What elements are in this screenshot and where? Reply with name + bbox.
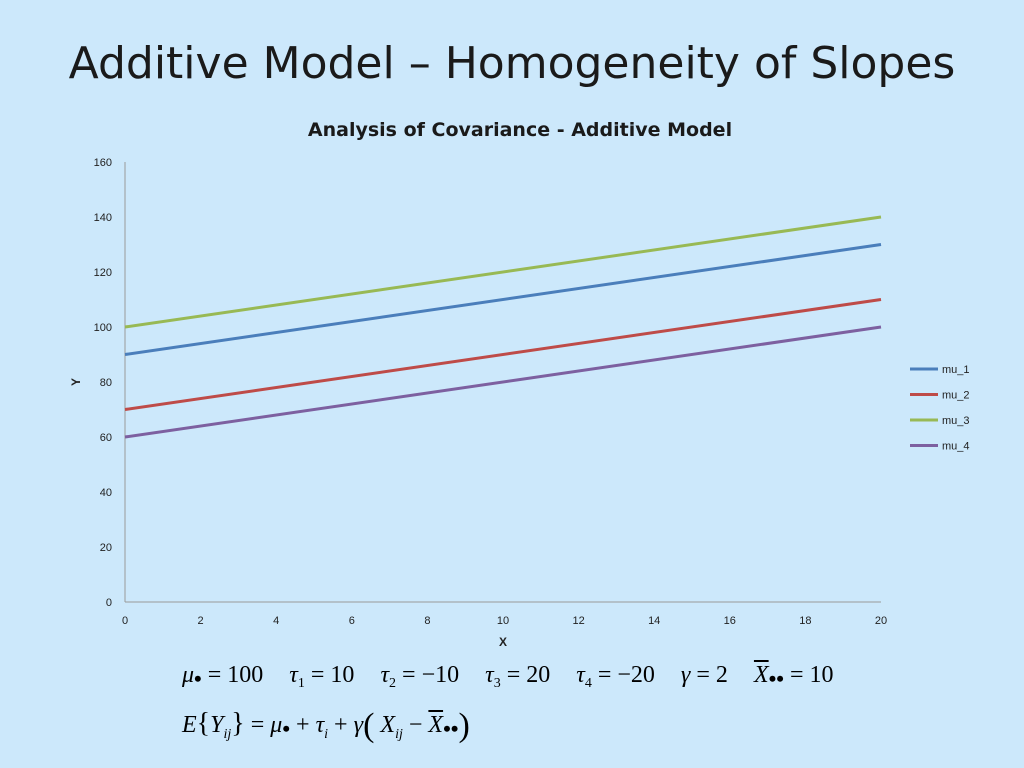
x-tick-label: 4 [273, 615, 279, 627]
y-tick-labels: 0 20 40 60 80 100 120 140 160 [94, 157, 112, 609]
response-sub: ij [223, 726, 232, 742]
chart-title: Analysis of Covariance - Additive Model [308, 119, 732, 141]
param-subscript: 4 [584, 676, 592, 691]
parameter-values: μ• = 100 τ1 = 10 τ2 = −10 τ3 = 20 τ4 = −20 γ … [182, 662, 834, 692]
param-6: X•• = 10 [753, 662, 834, 691]
series-line-mu_3 [124, 215, 882, 329]
x-tick-label: 18 [799, 615, 811, 627]
param-value: = 10 [784, 662, 834, 688]
param-value: = 100 [201, 662, 264, 688]
param-symbol: τ [485, 662, 494, 688]
x-tick-label: 12 [572, 615, 584, 627]
x-tick-label: 2 [198, 615, 204, 627]
param-subscript: 2 [389, 676, 397, 691]
series-line-mu_1 [124, 243, 882, 356]
legend-label-mu_2: mu_2 [942, 390, 970, 402]
param-value: = 20 [500, 662, 551, 688]
y-tick-label: 80 [100, 377, 112, 389]
y-tick-label: 20 [100, 542, 112, 554]
legend-label-mu_1: mu_1 [942, 364, 970, 376]
y-tick-label: 60 [100, 432, 112, 444]
y-tick-label: 0 [106, 597, 112, 609]
legend-label-mu_3: mu_3 [942, 415, 970, 427]
param-symbol: τ [576, 662, 585, 688]
param-value: = −20 [591, 662, 655, 688]
param-value: = 2 [690, 662, 728, 688]
model-equation: E{Yij} = μ• + τi + γ( Xij − X••) [182, 707, 470, 744]
tau-sub: i [324, 726, 329, 742]
param-1: τ1 = 10 [289, 662, 355, 691]
param-5: γ = 2 [681, 662, 728, 688]
param-subscript: 3 [493, 676, 501, 691]
chart: Analysis of Covariance - Additive Model … [69, 119, 970, 649]
x-tick-label: 10 [497, 615, 509, 627]
x-tick-label: 20 [875, 615, 887, 627]
x-var: X [380, 712, 396, 738]
legend-label-mu_4: mu_4 [942, 441, 970, 453]
series-line-mu_2 [124, 298, 882, 411]
response-var: Y [210, 712, 224, 738]
param-symbol: μ [182, 662, 195, 688]
slide-title: Additive Model – Homogeneity of Slopes [68, 38, 956, 89]
xbar-sub: •• [443, 716, 459, 741]
x-tick-label: 0 [122, 615, 128, 627]
param-subscript: • [194, 666, 202, 691]
param-0: μ• = 100 [182, 662, 264, 691]
x-tick-label: 14 [648, 615, 660, 627]
param-value: = −10 [396, 662, 460, 688]
series-line-mu_4 [124, 325, 882, 439]
param-2: τ2 = −10 [380, 662, 460, 691]
x-sub: ij [395, 726, 403, 742]
param-symbol: X [753, 662, 769, 688]
y-tick-label: 40 [100, 487, 112, 499]
param-symbol: τ [289, 662, 298, 688]
x-tick-label: 16 [724, 615, 736, 627]
param-symbol: τ [380, 662, 390, 688]
legend: mu_1 mu_2 mu_3 mu_4 [910, 364, 970, 453]
x-axis-label: X [499, 635, 507, 649]
tau-symbol: τ [315, 712, 325, 738]
param-subscript: 1 [297, 676, 305, 691]
param-4: τ4 = −20 [576, 662, 655, 691]
x-tick-labels: 0 2 4 6 8 10 12 14 16 18 20 [122, 615, 887, 627]
param-symbol: γ [680, 662, 691, 688]
mu-sub: • [282, 716, 291, 741]
y-tick-label: 160 [94, 157, 112, 169]
y-axis-label: Y [69, 378, 83, 386]
y-tick-label: 140 [94, 212, 112, 224]
expectation-symbol: E [182, 712, 197, 738]
param-subscript: •• [768, 666, 785, 691]
mu-symbol: μ [270, 712, 283, 738]
param-value: = 10 [304, 662, 355, 688]
xbar-var: X [428, 712, 444, 738]
y-tick-label: 120 [94, 267, 112, 279]
param-3: τ3 = 20 [485, 662, 551, 691]
gamma-symbol: γ [353, 712, 364, 738]
chart-axes [124, 162, 881, 603]
series-lines [124, 215, 882, 439]
x-tick-label: 8 [424, 615, 430, 627]
x-tick-label: 6 [349, 615, 355, 627]
y-tick-label: 100 [94, 322, 112, 334]
